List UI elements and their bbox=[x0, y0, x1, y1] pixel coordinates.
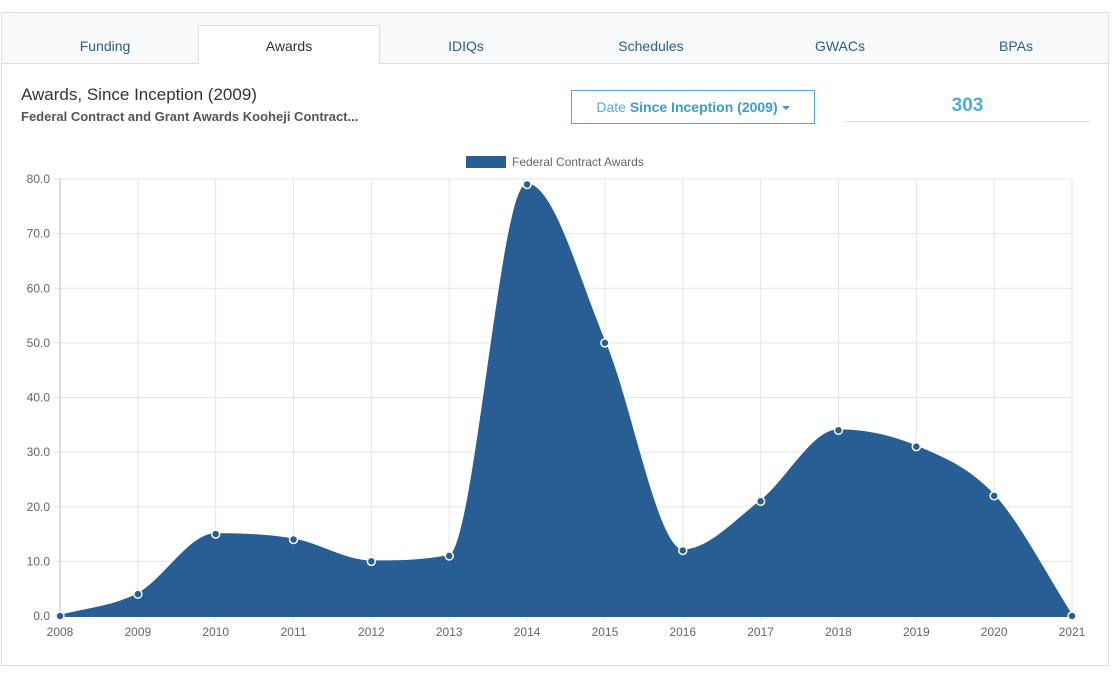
tab-awards[interactable]: Awards bbox=[198, 25, 380, 64]
x-tick-label: 2012 bbox=[358, 625, 385, 639]
x-tick-label: 2015 bbox=[592, 625, 619, 639]
y-tick-label: 20.0 bbox=[27, 500, 51, 514]
legend-swatch bbox=[466, 156, 506, 168]
date-filter-label: Date bbox=[596, 99, 626, 115]
data-point-2008 bbox=[55, 611, 65, 621]
chart-title: Awards, Since Inception (2009) bbox=[21, 85, 257, 104]
legend-label: Federal Contract Awards bbox=[512, 155, 644, 169]
data-point-2009 bbox=[133, 589, 143, 599]
data-point-2015 bbox=[600, 338, 610, 348]
y-tick-label: 70.0 bbox=[27, 227, 51, 241]
x-tick-label: 2021 bbox=[1059, 625, 1086, 639]
data-point-2011 bbox=[288, 534, 299, 545]
data-point-2020 bbox=[989, 491, 999, 501]
x-tick-label: 2020 bbox=[981, 625, 1008, 639]
y-tick-label: 40.0 bbox=[27, 391, 51, 405]
y-tick-label: 30.0 bbox=[27, 445, 51, 459]
tab-gwacs[interactable]: GWACs bbox=[814, 38, 866, 54]
x-tick-label: 2019 bbox=[903, 625, 930, 639]
tab-idiqs[interactable]: IDIQs bbox=[448, 38, 484, 54]
y-tick-label: 0.0 bbox=[33, 609, 50, 623]
x-tick-label: 2014 bbox=[514, 625, 541, 639]
x-tick-label: 2011 bbox=[281, 625, 307, 639]
tab-bpas[interactable]: BPAs bbox=[999, 38, 1033, 54]
series-area-federal-contract-awards bbox=[59, 183, 1074, 617]
data-point-2012 bbox=[366, 556, 377, 567]
data-point-2013 bbox=[444, 551, 454, 561]
x-tick-label: 2016 bbox=[669, 625, 696, 639]
data-point-2019 bbox=[911, 441, 922, 452]
tab-schedules[interactable]: Schedules bbox=[618, 38, 684, 54]
data-point-2010 bbox=[210, 529, 221, 539]
tab-funding[interactable]: Funding bbox=[79, 38, 131, 54]
data-point-2016 bbox=[678, 545, 688, 556]
data-point-2021 bbox=[1067, 611, 1077, 621]
data-point-2017 bbox=[755, 496, 766, 507]
x-tick-label: 2018 bbox=[825, 625, 852, 639]
x-tick-label: 2017 bbox=[747, 625, 774, 639]
date-filter-button[interactable]: Date Since Inception (2009) bbox=[571, 90, 815, 124]
tab-bar: Funding Awards IDIQs Schedules GWACs BPA… bbox=[2, 13, 1108, 64]
y-tick-label: 50.0 bbox=[27, 336, 51, 350]
date-filter-value: Since Inception (2009) bbox=[629, 99, 778, 115]
total-awards-count: 303 bbox=[845, 95, 1090, 122]
y-tick-label: 80.0 bbox=[27, 172, 51, 186]
x-tick-label: 2009 bbox=[124, 625, 151, 639]
chart-subtitle: Federal Contract and Grant Awards Koohej… bbox=[21, 109, 359, 124]
caret-down-icon bbox=[781, 106, 790, 111]
x-tick-label: 2010 bbox=[202, 625, 229, 639]
y-tick-label: 60.0 bbox=[27, 281, 51, 295]
data-point-2018 bbox=[833, 425, 844, 436]
data-point-2014 bbox=[522, 179, 532, 190]
x-tick-label: 2013 bbox=[436, 625, 463, 639]
x-tick-label: 2008 bbox=[47, 625, 74, 639]
y-tick-label: 10.0 bbox=[27, 554, 51, 568]
